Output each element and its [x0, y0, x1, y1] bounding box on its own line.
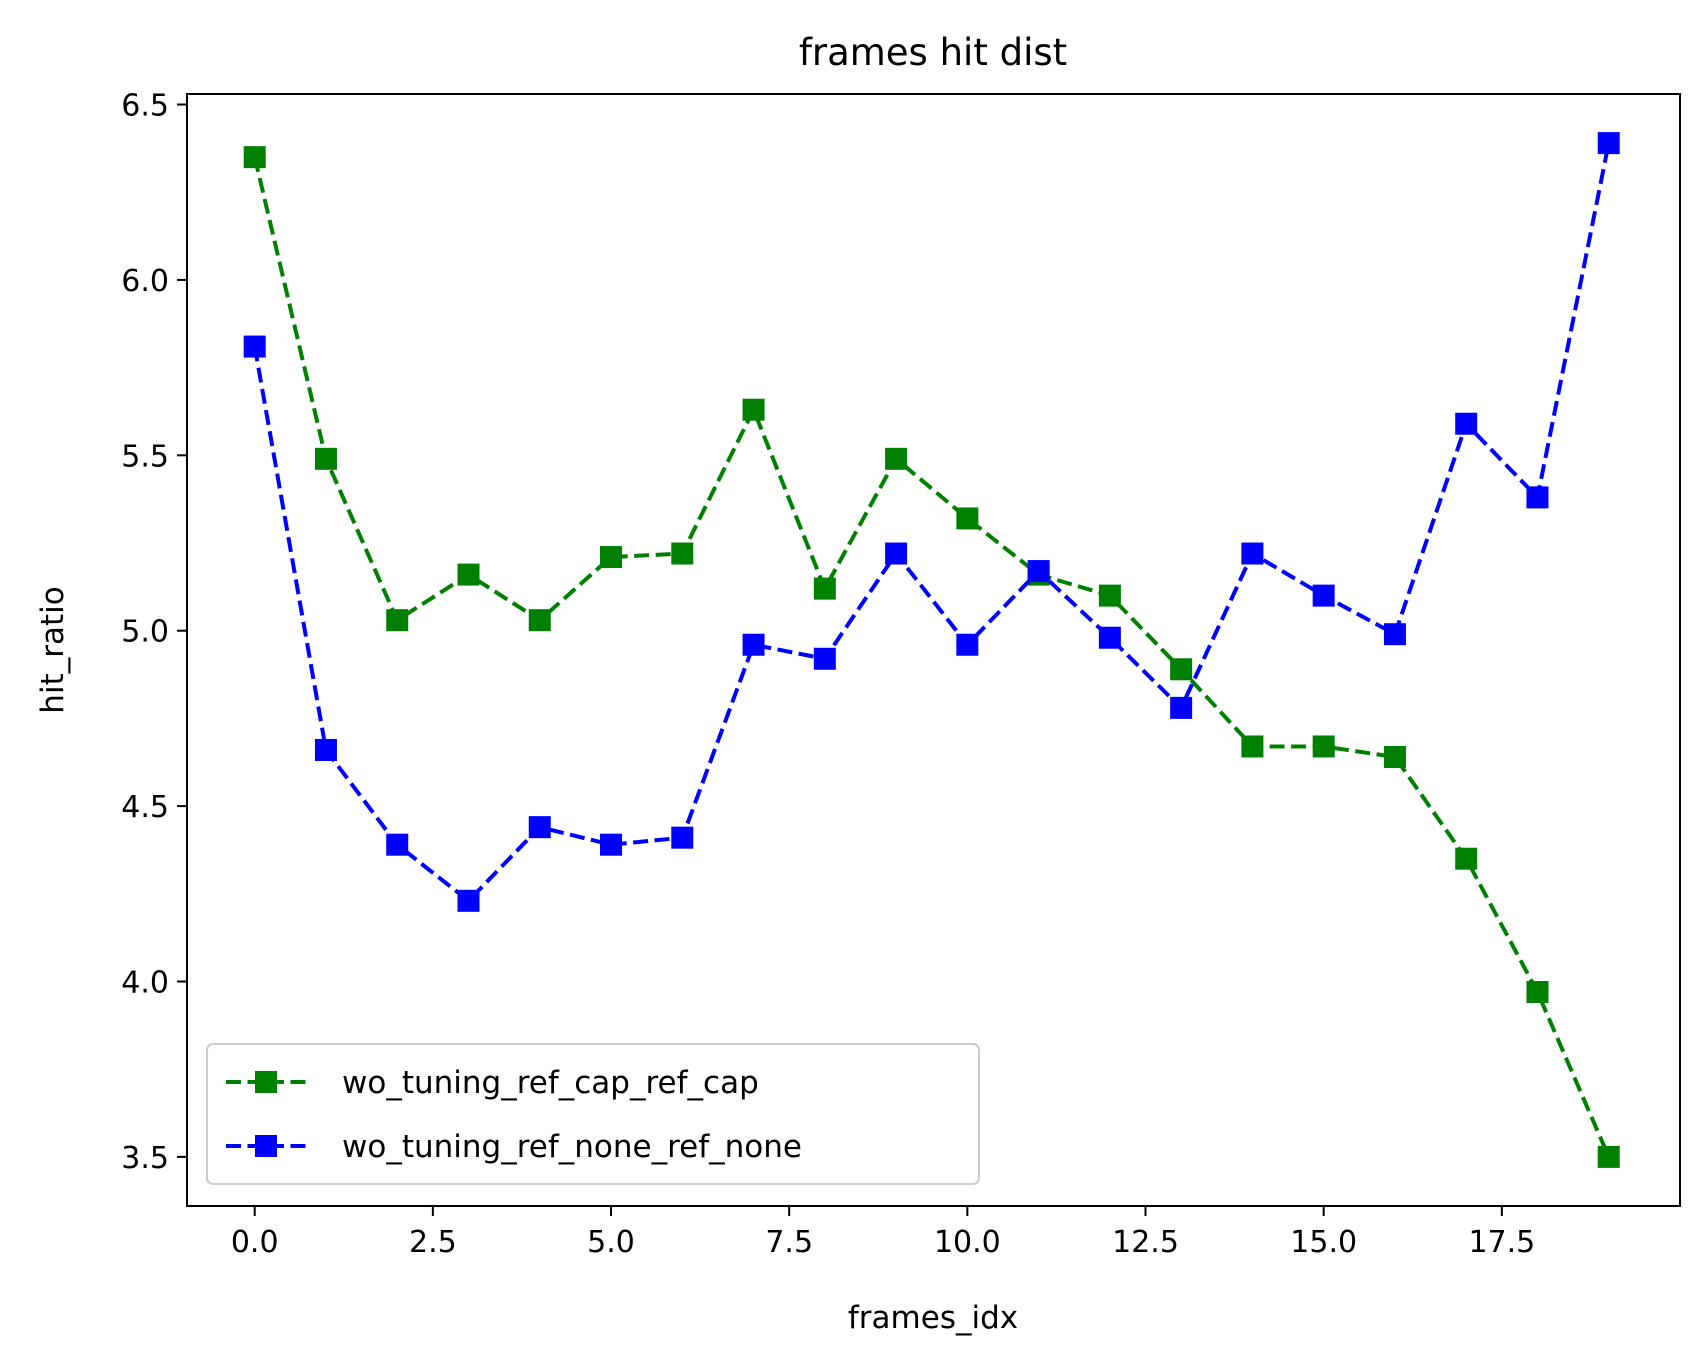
- series-2-marker: [1027, 560, 1050, 583]
- y-tick-label: 6.5: [121, 89, 169, 124]
- series-1-marker: [1312, 735, 1335, 758]
- x-tick-label: 15.0: [1290, 1225, 1357, 1260]
- series-2-marker: [813, 647, 836, 670]
- series-1-marker: [1098, 584, 1121, 607]
- x-axis: 0.0 2.5 5.0 7.5 10.0 12.5 15.0 17.5: [231, 1206, 1535, 1260]
- series-2-marker: [528, 816, 551, 839]
- legend-label-2: wo_tuning_ref_none_ref_none: [342, 1129, 802, 1165]
- series-1-marker: [1597, 1145, 1620, 1168]
- y-tick-label: 6.0: [121, 264, 169, 299]
- series-2-marker: [671, 826, 694, 849]
- series-2-marker: [1526, 486, 1549, 509]
- series-2-marker: [956, 633, 979, 656]
- x-axis-label: frames_idx: [848, 1300, 1018, 1336]
- series-2-marker: [1312, 584, 1335, 607]
- y-axis-label: hit_ratio: [35, 586, 71, 713]
- series-1-marker: [956, 507, 979, 530]
- series-1-marker: [243, 146, 266, 169]
- legend: wo_tuning_ref_cap_ref_cap wo_tuning_ref_n…: [206, 1043, 980, 1185]
- series-2-marker: [386, 833, 409, 856]
- series-1-marker: [813, 577, 836, 600]
- series-line-1: [252, 156, 1611, 1158]
- series-2-marker: [314, 738, 337, 761]
- y-tick-label: 5.5: [121, 439, 169, 474]
- y-tick-label: 5.0: [121, 615, 169, 650]
- series-2-marker: [1170, 696, 1193, 719]
- legend-label-1: wo_tuning_ref_cap_ref_cap: [342, 1065, 759, 1101]
- series-2-marker: [600, 833, 623, 856]
- x-tick-label: 0.0: [231, 1225, 279, 1260]
- series-2-marker: [885, 542, 908, 565]
- y-axis: 3.5 4.0 4.5 5.0 5.5 6.0 6.5: [121, 89, 187, 1176]
- series-2-marker: [457, 889, 480, 912]
- series-line-2: [252, 142, 1611, 903]
- series-2-marker: [1383, 623, 1406, 646]
- series-1-marker: [386, 609, 409, 632]
- chart-title: frames hit dist: [799, 31, 1067, 74]
- series-1-marker: [1526, 981, 1549, 1004]
- x-tick-label: 5.0: [587, 1225, 635, 1260]
- x-tick-label: 7.5: [765, 1225, 813, 1260]
- series-1-marker: [1455, 847, 1478, 870]
- series-layer: [243, 132, 1620, 1168]
- plot-frame: [186, 93, 1681, 1207]
- series-1-marker: [600, 546, 623, 569]
- plot-background: [187, 94, 1680, 1206]
- series-1-marker: [457, 563, 480, 586]
- series-2-marker: [1098, 626, 1121, 649]
- x-tick-label: 10.0: [934, 1225, 1001, 1260]
- series-1-marker: [1241, 735, 1264, 758]
- legend-marker-1: [255, 1071, 277, 1093]
- series-1-marker: [742, 398, 765, 421]
- series-2-marker: [243, 335, 266, 358]
- y-tick-label: 4.0: [121, 965, 169, 1000]
- series-2-marker: [1597, 132, 1620, 155]
- y-tick-label: 4.5: [121, 790, 169, 825]
- legend-box: [206, 1043, 980, 1185]
- series-1-marker: [528, 609, 551, 632]
- series-1-marker: [314, 447, 337, 470]
- series-1-marker: [1383, 745, 1406, 768]
- series-1-marker: [885, 447, 908, 470]
- x-tick-label: 2.5: [409, 1225, 457, 1260]
- series-2-marker: [1455, 412, 1478, 435]
- series-2-marker: [742, 633, 765, 656]
- y-tick-label: 3.5: [121, 1141, 169, 1176]
- series-2-marker: [1241, 542, 1264, 565]
- series-1-marker: [1170, 658, 1193, 681]
- x-tick-label: 17.5: [1468, 1225, 1535, 1260]
- legend-marker-2: [255, 1135, 277, 1157]
- legend-items: wo_tuning_ref_cap_ref_cap wo_tuning_ref_n…: [226, 1065, 802, 1165]
- series-1-marker: [671, 542, 694, 565]
- x-tick-label: 12.5: [1112, 1225, 1179, 1260]
